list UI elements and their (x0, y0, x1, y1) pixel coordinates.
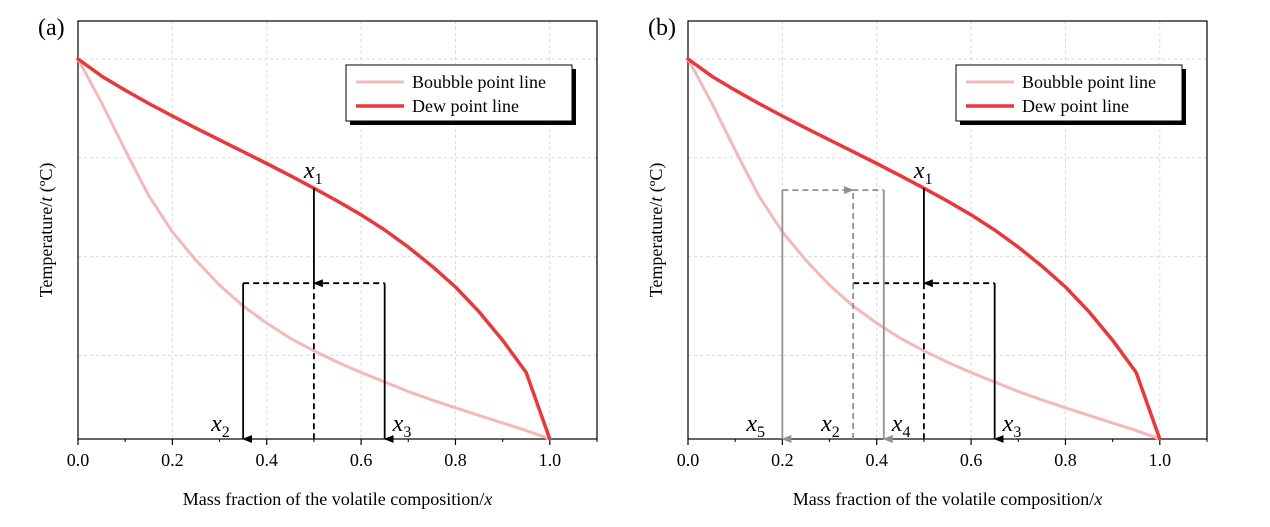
annotation-x2: x2 (210, 411, 230, 441)
y-axis-label-main: Temperature/ (646, 202, 666, 298)
plot-frame (77, 20, 598, 440)
y-axis-label-unit: (ºC) (36, 163, 57, 197)
x-tick-label: 0.0 (67, 450, 90, 470)
annotation-x2: x2 (820, 411, 840, 441)
x-tick-label: 0.4 (865, 450, 888, 470)
annotation-var: x (303, 158, 315, 184)
y-axis-label-unit: (ºC) (646, 163, 667, 197)
annotation-x5: x5 (745, 411, 765, 441)
x-axis-label-main: Mass fraction of the volatile compositio… (793, 489, 1094, 509)
chart-panel-a: 0.0 0.2 0.4 0.6 0.8 1.0 Mass fraction of the v… (36, 15, 598, 509)
legend-label-dew: Dew point line (1022, 96, 1129, 116)
x-tick-label: 0.0 (677, 450, 700, 470)
x-axis-label-var: x (483, 489, 492, 509)
annotation-subscript: 1 (925, 171, 933, 188)
legend-label-dew: Dew point line (412, 96, 519, 116)
chart-panel-b: 0.0 0.2 0.4 0.6 0.8 1.0 Mass fraction of the v… (646, 15, 1208, 509)
annotation-var: x (745, 411, 757, 437)
annotation-x1: x1 (913, 158, 933, 188)
annotation-subscript: 2 (222, 424, 230, 441)
annotation-x4: x4 (891, 411, 911, 441)
legend-label-bubble: Boubble point line (1022, 72, 1156, 92)
x-tick-label: 0.8 (444, 450, 467, 470)
y-axis-label-var: t (646, 196, 666, 202)
x-tick-label: 0.6 (960, 450, 983, 470)
annotation-var: x (913, 158, 925, 184)
bubble-point-line (76, 57, 552, 441)
annotation-x3: x3 (392, 411, 412, 441)
y-axis-label: Temperature/t (ºC) (36, 163, 57, 298)
panel-label: (b) (648, 15, 676, 41)
bubble-point-line (686, 57, 1162, 441)
x-tick-label: 0.4 (255, 450, 278, 470)
x-axis-label: Mass fraction of the volatile compositio… (183, 489, 492, 509)
legend-label-bubble: Boubble point line (412, 72, 546, 92)
x-axis-label: Mass fraction of the volatile compositio… (793, 489, 1102, 509)
annotation-var: x (820, 411, 832, 437)
x-tick-label: 0.8 (1054, 450, 1077, 470)
x-axis-label-main: Mass fraction of the volatile compositio… (183, 489, 484, 509)
x-tick-label: 1.0 (539, 450, 562, 470)
annotation-var: x (1002, 411, 1014, 437)
annotation-var: x (210, 411, 222, 437)
annotation-subscript: 3 (1013, 424, 1021, 441)
x-tick-label: 0.2 (771, 450, 794, 470)
annotation-x1: x1 (303, 158, 323, 188)
annotation-subscript: 2 (832, 424, 840, 441)
y-axis-label-main: Temperature/ (36, 202, 56, 298)
annotation-x3: x3 (1002, 411, 1022, 441)
x-axis-label-var: x (1093, 489, 1102, 509)
annotation-var: x (392, 411, 404, 437)
annotation-subscript: 4 (902, 424, 910, 441)
legend-box (955, 64, 1183, 122)
annotation-subscript: 3 (403, 424, 411, 441)
annotation-var: x (891, 411, 903, 437)
x-tick-label: 0.2 (161, 450, 184, 470)
plot-frame (687, 20, 1208, 440)
y-axis-label-var: t (36, 196, 56, 202)
annotation-subscript: 5 (757, 424, 765, 441)
panel-label: (a) (38, 15, 65, 41)
x-tick-label: 1.0 (1149, 450, 1172, 470)
x-tick-label: 0.6 (350, 450, 373, 470)
annotation-subscript: 1 (315, 171, 323, 188)
y-axis-label: Temperature/t (ºC) (646, 163, 667, 298)
legend-box (345, 64, 573, 122)
